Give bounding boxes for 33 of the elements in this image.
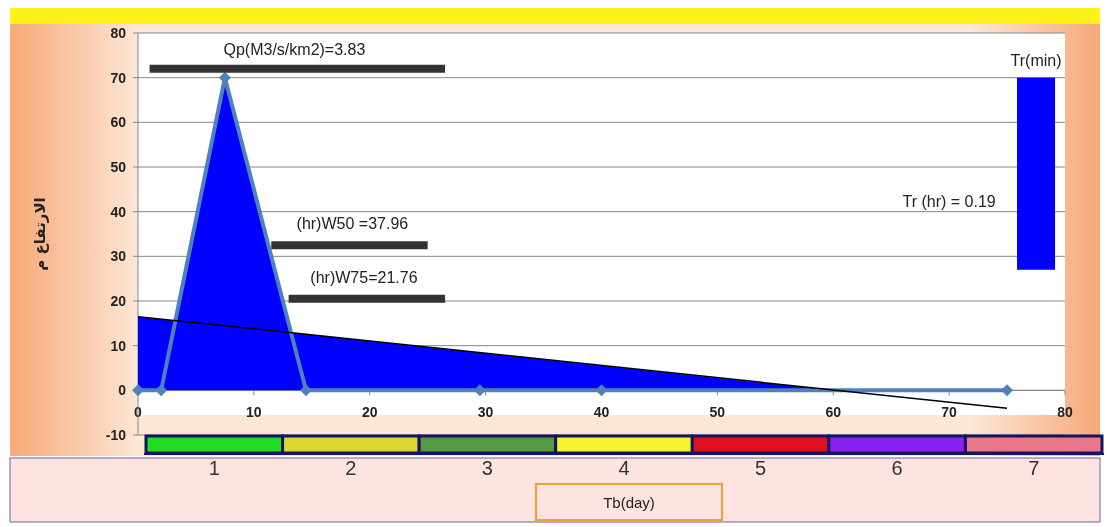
annotation: (hr)W50 =37.96 (296, 215, 409, 233)
x-tick-label: 70 (941, 404, 958, 421)
y-axis-title: الارتفاع م (31, 197, 49, 271)
y-tick-label: 70 (110, 69, 127, 86)
x-tick-label: 80 (1057, 404, 1073, 421)
x-tick-label: 10 (246, 404, 262, 421)
x-tick-label: 0 (134, 404, 143, 421)
annotation: Tr (hr) = 0.19 (902, 192, 996, 210)
y-tick-label: 10 (110, 337, 127, 354)
y-tick-label: 20 (110, 293, 127, 309)
y-tick-label: -10 (105, 427, 127, 443)
annotation: Qp(M3/s/km2)=3.83 (223, 41, 366, 59)
x-tick-label: 20 (361, 404, 378, 421)
x-tick-label: 40 (593, 404, 610, 421)
y-tick-label: 60 (110, 114, 127, 131)
y-tick-label: 30 (110, 248, 127, 265)
x-tick-label: 5 (755, 457, 767, 479)
x-tick-label: 4 (618, 457, 630, 479)
y-tick-label: 50 (110, 159, 127, 175)
x-tick-label: 1 (208, 457, 220, 479)
x-tick-label: 50 (709, 404, 726, 421)
annotation: Tr(min) (1010, 51, 1062, 69)
x-tick-label: 30 (477, 404, 494, 421)
y-tick-label: 40 (110, 203, 127, 220)
x-tick-label: 6 (891, 457, 903, 479)
x-tick-label: 7 (1028, 457, 1040, 479)
x-tick-label: 3 (481, 457, 493, 479)
annotation: (hr)W75=21.76 (310, 268, 418, 286)
x-tick-label: 60 (825, 404, 842, 421)
x-tick-label: 2 (345, 457, 357, 479)
y-tick-label: 80 (110, 25, 127, 41)
y-tick-label: 0 (118, 382, 127, 399)
x-axis-title: Tb(day) (603, 494, 655, 511)
